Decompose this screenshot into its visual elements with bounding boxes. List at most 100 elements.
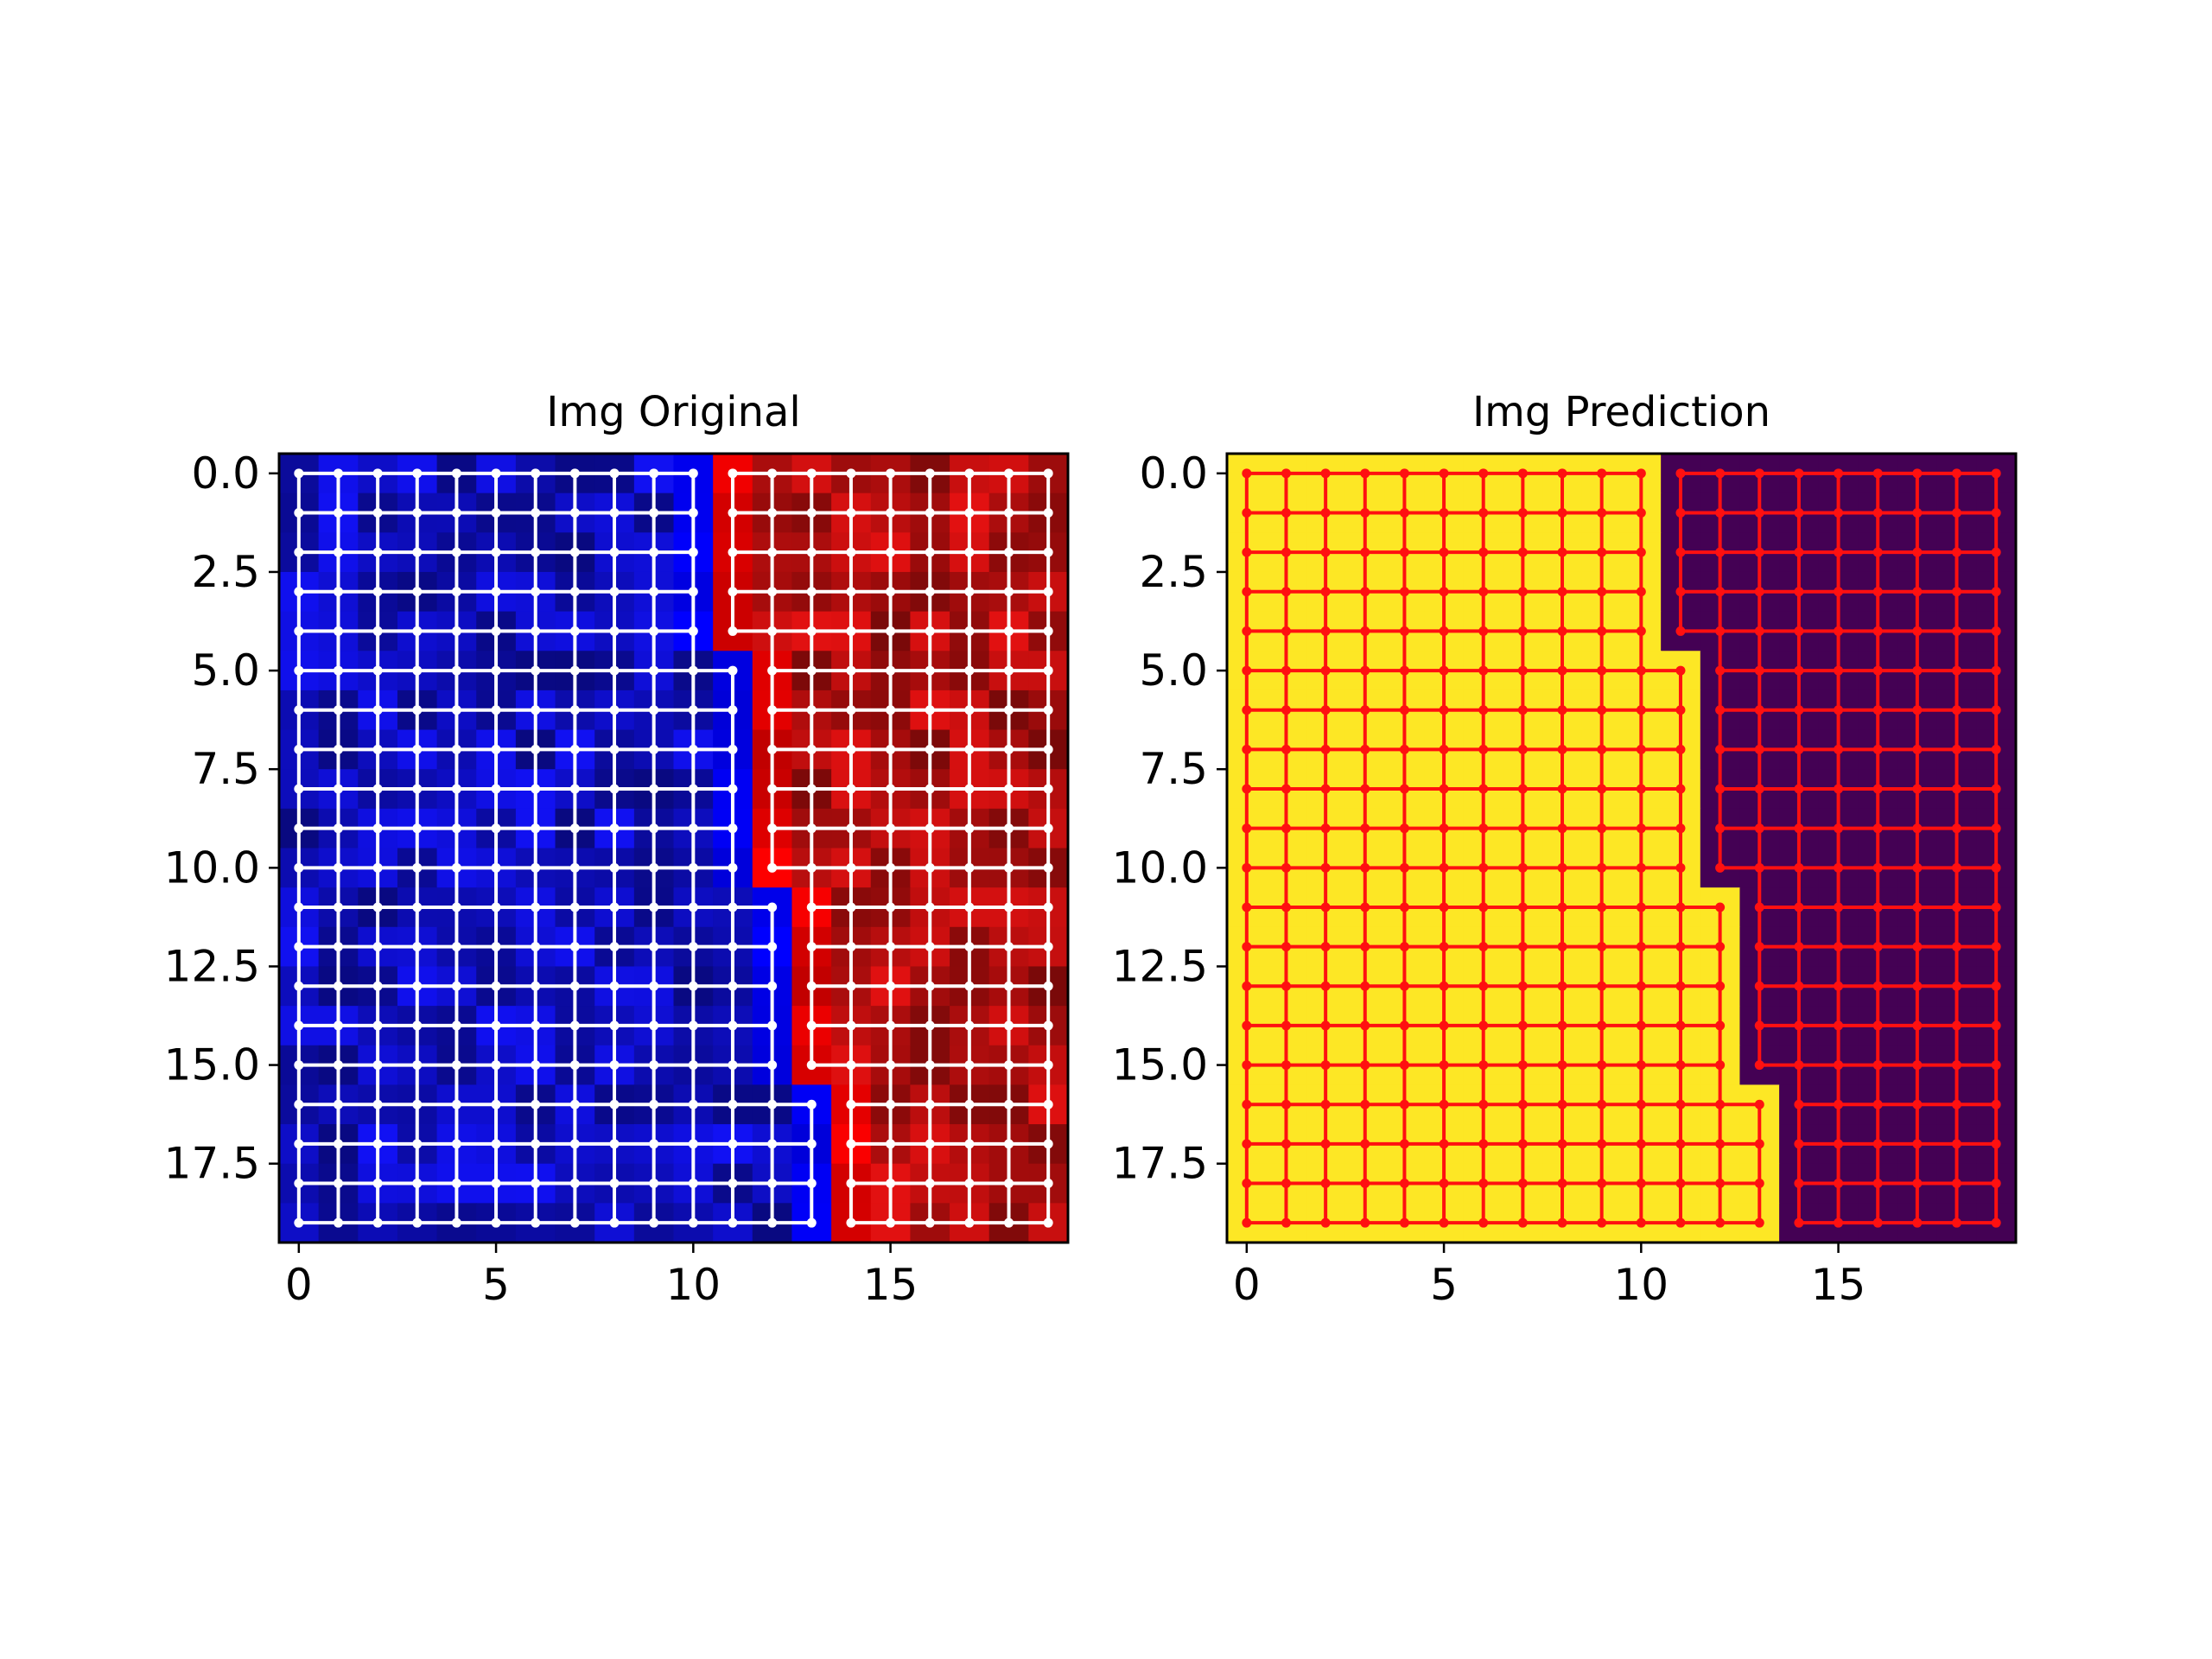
lattice-node bbox=[1794, 1020, 1804, 1031]
lattice-node bbox=[1636, 1060, 1646, 1071]
lattice-node bbox=[1320, 862, 1331, 873]
lattice-node bbox=[925, 705, 935, 715]
lattice-node bbox=[1952, 1139, 1962, 1149]
y-tick-label: 15.0 bbox=[1112, 1040, 1208, 1090]
lattice-node bbox=[1597, 784, 1607, 794]
lattice-node bbox=[1281, 468, 1291, 479]
lattice-node bbox=[688, 1139, 698, 1149]
lattice-node bbox=[1675, 1099, 1686, 1109]
lattice-node bbox=[767, 942, 778, 952]
lattice-node bbox=[1360, 587, 1370, 597]
lattice-node bbox=[1675, 1060, 1686, 1071]
lattice-node bbox=[1952, 705, 1962, 715]
lattice-node bbox=[1557, 1020, 1567, 1031]
lattice-node bbox=[1872, 744, 1883, 754]
lattice-node bbox=[1675, 823, 1686, 834]
lattice-node bbox=[767, 1217, 778, 1228]
lattice-node bbox=[1991, 981, 2001, 991]
lattice-node bbox=[688, 507, 698, 518]
lattice-node bbox=[491, 547, 501, 557]
lattice-graph bbox=[1242, 468, 2001, 1228]
x-tick-label: 5 bbox=[482, 1260, 510, 1310]
lattice-node bbox=[1715, 1217, 1726, 1228]
lattice-node bbox=[767, 587, 778, 597]
lattice-node bbox=[333, 784, 343, 794]
lattice-node bbox=[1517, 981, 1528, 991]
lattice-node bbox=[491, 862, 501, 873]
lattice-node bbox=[1439, 1099, 1449, 1109]
lattice-node bbox=[1597, 705, 1607, 715]
lattice-node bbox=[806, 862, 817, 873]
lattice-node bbox=[1320, 1060, 1331, 1071]
lattice-node bbox=[964, 1139, 975, 1149]
lattice-node bbox=[1636, 862, 1646, 873]
lattice-node bbox=[846, 665, 856, 676]
lattice-node bbox=[451, 626, 461, 636]
lattice-node bbox=[767, 862, 778, 873]
lattice-node bbox=[1478, 823, 1489, 834]
lattice-node bbox=[1399, 547, 1409, 557]
lattice-node bbox=[1478, 1139, 1489, 1149]
lattice-node bbox=[1636, 507, 1646, 518]
lattice-node bbox=[649, 902, 659, 912]
panel-title: Img Original bbox=[546, 388, 800, 436]
lattice-node bbox=[1675, 784, 1686, 794]
lattice-node bbox=[1320, 1020, 1331, 1031]
lattice-node bbox=[1242, 942, 1252, 952]
lattice-node bbox=[531, 665, 541, 676]
lattice-node bbox=[964, 942, 975, 952]
lattice-node bbox=[1360, 1139, 1370, 1149]
lattice-node bbox=[688, 705, 698, 715]
lattice-node bbox=[728, 587, 738, 597]
panel-img-prediction: 0 5 10 15 0.0 2.5 5.0 7.5 10.0 12.5 15.0 17.5 Img Pr… bbox=[1112, 388, 2018, 1310]
lattice-node bbox=[412, 1139, 423, 1149]
lattice-node bbox=[1320, 705, 1331, 715]
lattice-node bbox=[1004, 1020, 1014, 1031]
lattice-node bbox=[451, 507, 461, 518]
lattice-node bbox=[846, 705, 856, 715]
lattice-node bbox=[333, 942, 343, 952]
lattice-node bbox=[1478, 587, 1489, 597]
lattice-node bbox=[1242, 1099, 1252, 1109]
lattice-node bbox=[1834, 1179, 1844, 1189]
lattice-node bbox=[491, 1020, 501, 1031]
lattice-node bbox=[886, 1139, 896, 1149]
lattice-node bbox=[728, 665, 738, 676]
lattice-node bbox=[1794, 1139, 1804, 1149]
lattice-node bbox=[491, 626, 501, 636]
lattice-node bbox=[964, 507, 975, 518]
lattice-node bbox=[886, 1099, 896, 1109]
lattice-node bbox=[1360, 1020, 1370, 1031]
lattice-node bbox=[649, 981, 659, 991]
lattice-node bbox=[1636, 823, 1646, 834]
lattice-node bbox=[1043, 665, 1053, 676]
lattice-node bbox=[806, 784, 817, 794]
lattice-node bbox=[1478, 981, 1489, 991]
lattice-node bbox=[1991, 468, 2001, 479]
lattice-node bbox=[451, 981, 461, 991]
lattice-node bbox=[1281, 823, 1291, 834]
lattice-node bbox=[925, 587, 935, 597]
lattice-node bbox=[1754, 1179, 1764, 1189]
lattice-node bbox=[925, 507, 935, 518]
lattice-node bbox=[1439, 823, 1449, 834]
heatmap-cells bbox=[1227, 454, 2016, 1243]
lattice-node bbox=[1794, 902, 1804, 912]
lattice-node bbox=[728, 1020, 738, 1031]
y-tick-label: 7.5 bbox=[1139, 744, 1208, 794]
y-tick-label: 5.0 bbox=[1139, 645, 1208, 696]
lattice-node bbox=[846, 902, 856, 912]
lattice-node bbox=[649, 744, 659, 754]
lattice-node bbox=[688, 1060, 698, 1071]
y-tick-label: 2.5 bbox=[1139, 547, 1208, 597]
lattice-node bbox=[491, 1060, 501, 1071]
lattice-node bbox=[531, 1060, 541, 1071]
lattice-node bbox=[925, 1099, 935, 1109]
lattice-node bbox=[451, 547, 461, 557]
lattice-node bbox=[491, 1217, 501, 1228]
lattice-node bbox=[1715, 626, 1726, 636]
lattice-node bbox=[1281, 587, 1291, 597]
lattice-node bbox=[412, 705, 423, 715]
lattice-node bbox=[412, 547, 423, 557]
lattice-node bbox=[1478, 902, 1489, 912]
